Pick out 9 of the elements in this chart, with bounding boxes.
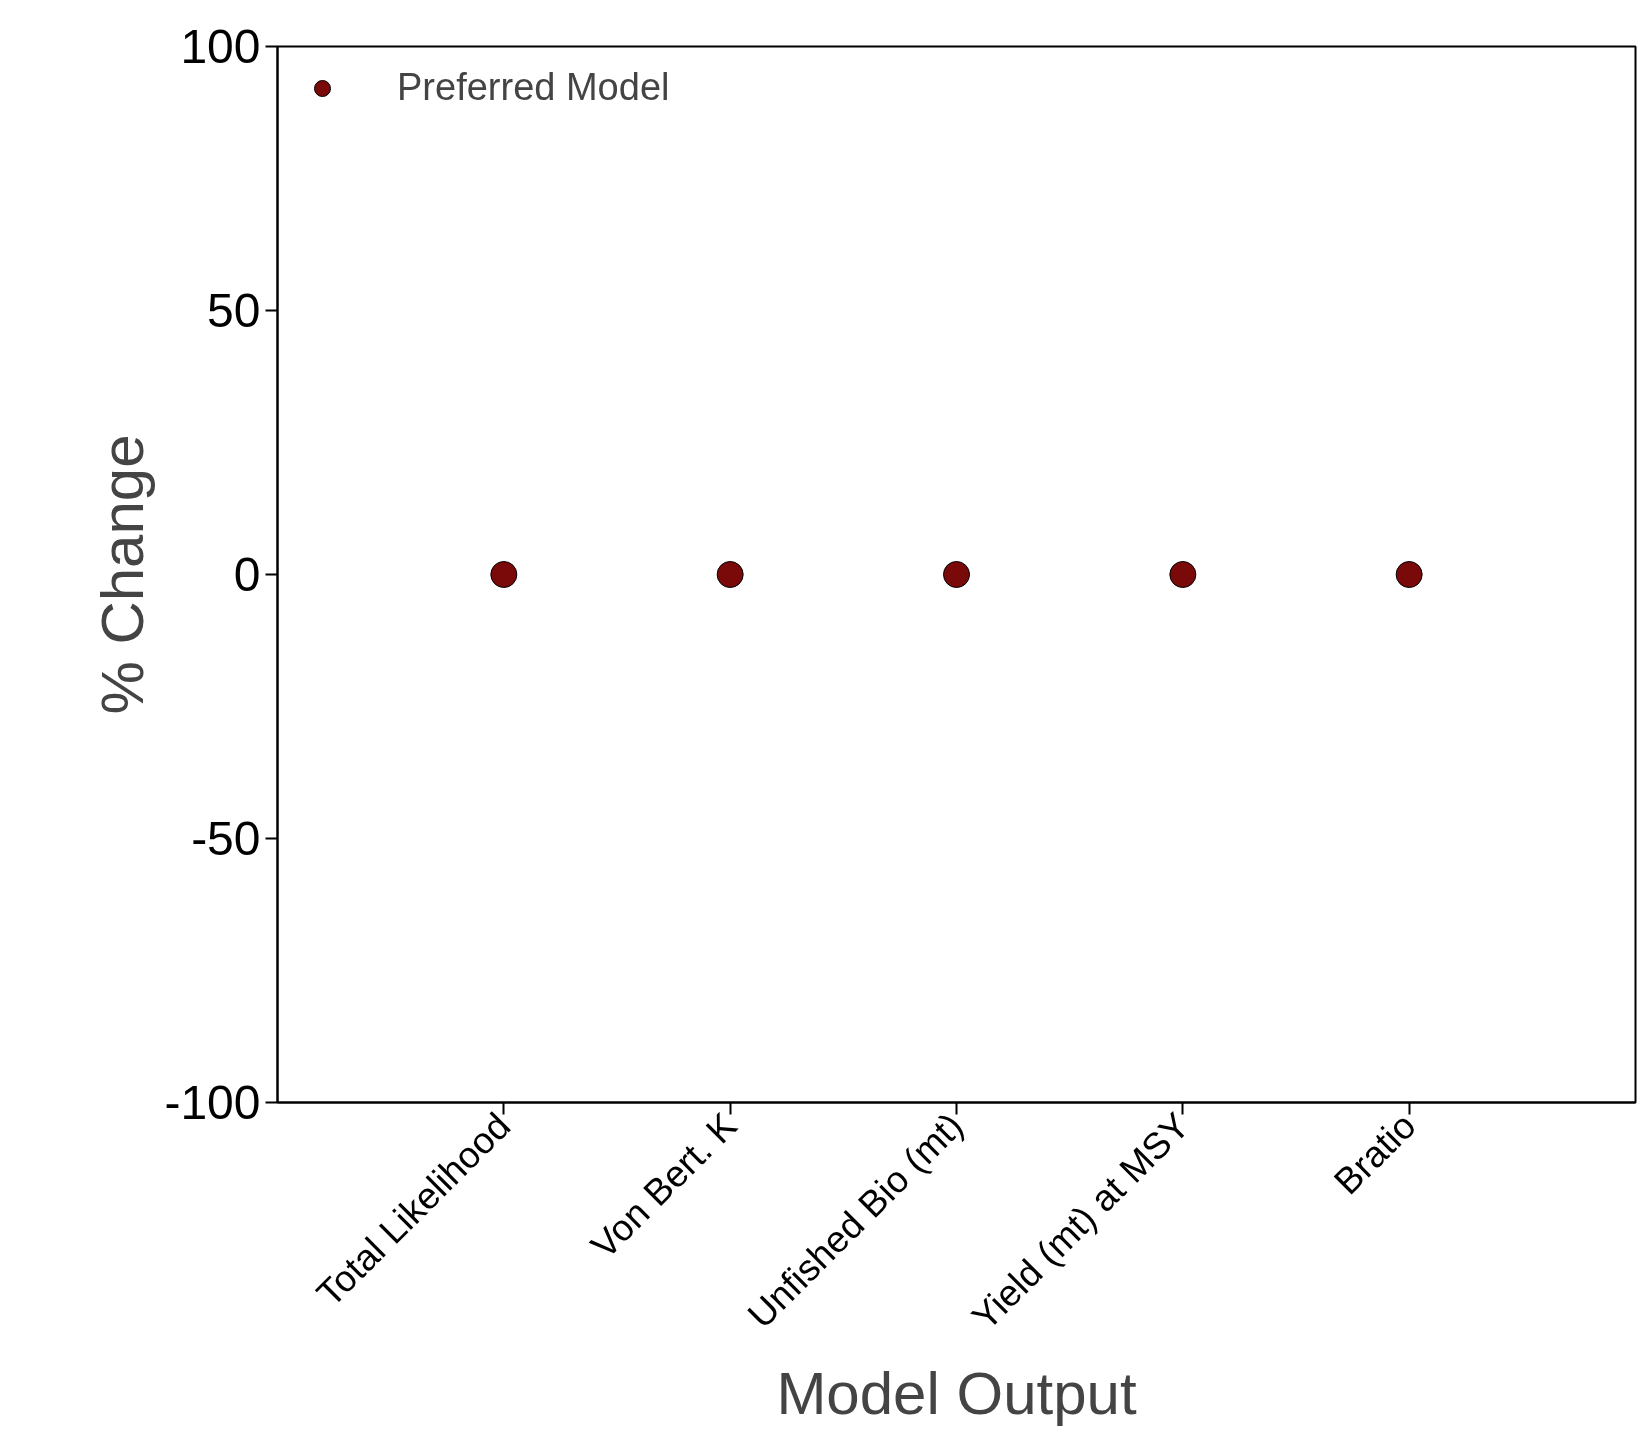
y-tick-label: -50 bbox=[191, 812, 261, 865]
y-tick-label: 50 bbox=[207, 284, 261, 337]
x-axis-title: Model Output bbox=[776, 1360, 1137, 1428]
y-tick-label: 0 bbox=[233, 548, 261, 601]
legend-label: Preferred Model bbox=[397, 66, 670, 109]
y-axis-title: % Change bbox=[89, 434, 157, 715]
x-tick-label: Von Bert. K bbox=[583, 1104, 745, 1267]
y-tick-label: 100 bbox=[180, 20, 261, 73]
y-tick-label: -100 bbox=[164, 1076, 261, 1129]
